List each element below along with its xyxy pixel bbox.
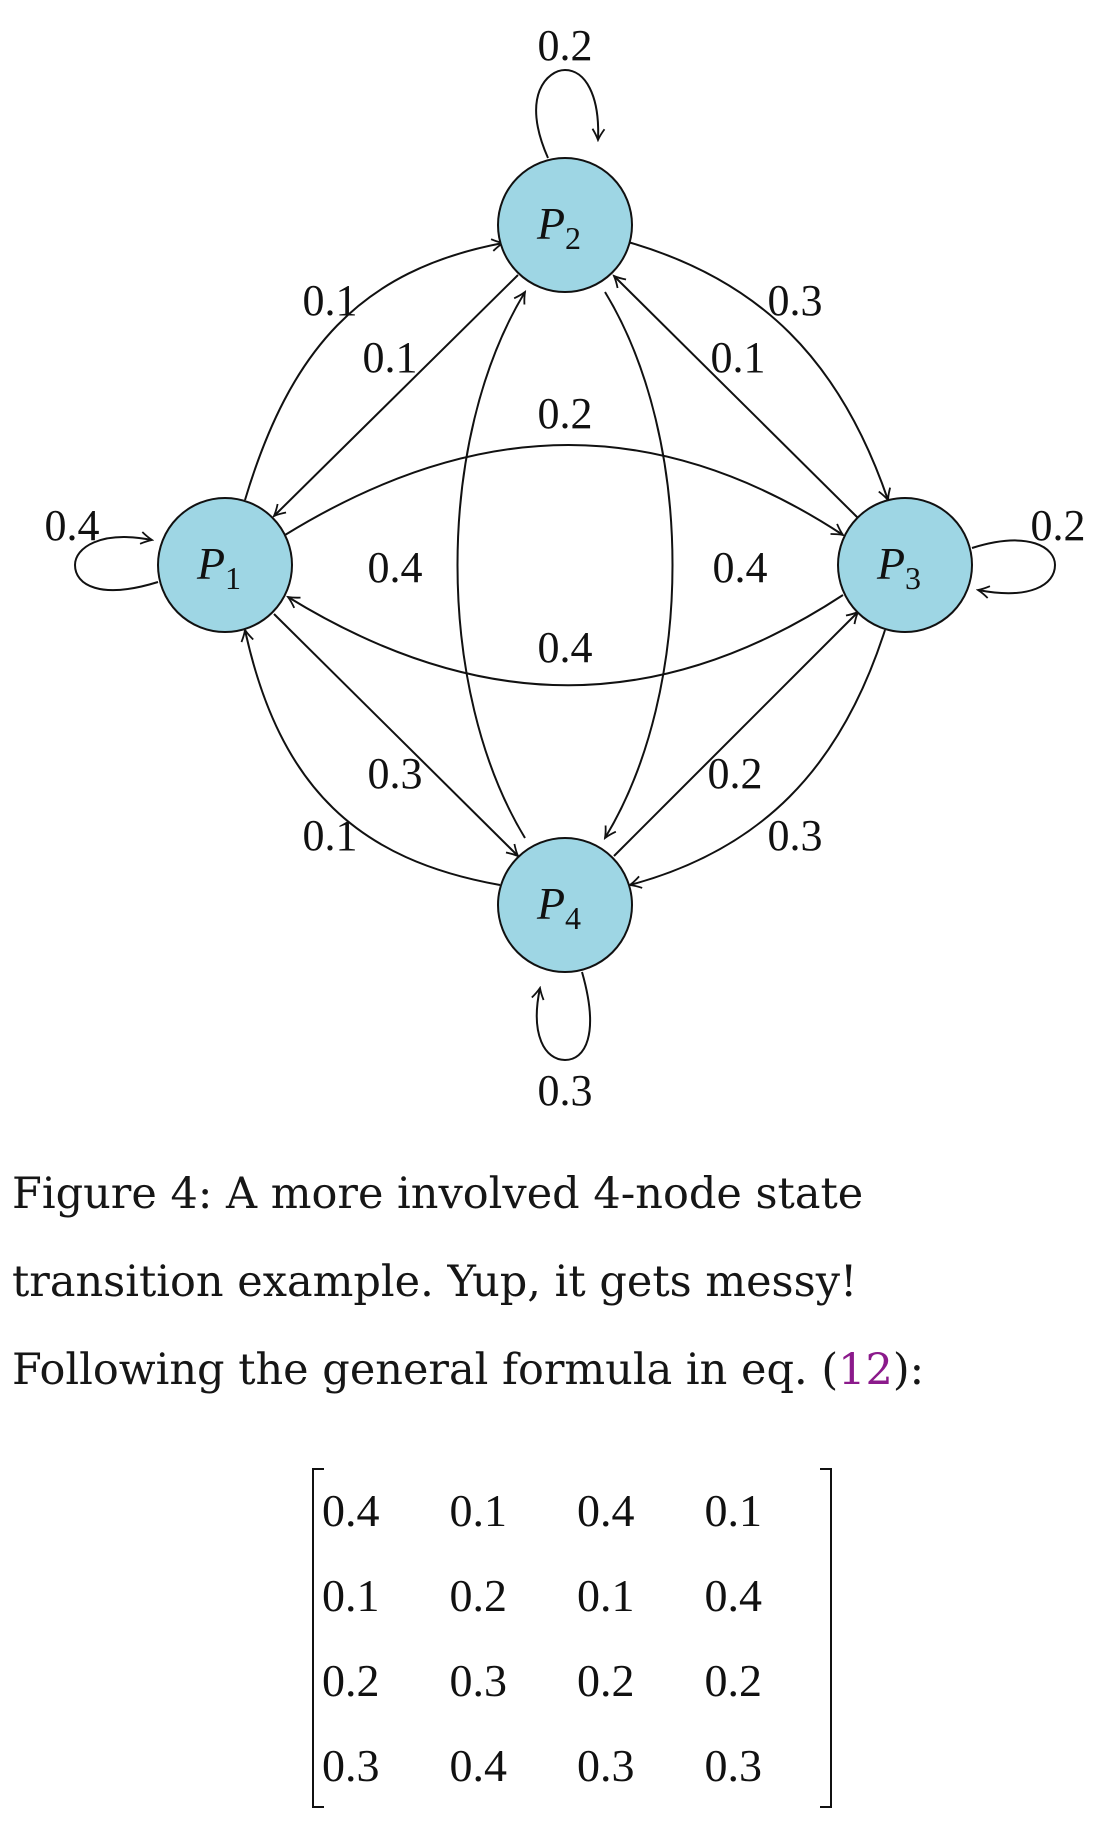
edge-p2-to-p4: [605, 291, 674, 838]
edge-p4-to-p3: [613, 612, 858, 857]
edge-p2-to-p3: [627, 241, 888, 500]
node-label-main: P: [876, 538, 905, 589]
edge-p4-to-p2: [456, 292, 526, 839]
edge-weight-p1-to-p4: 0.3: [368, 749, 423, 798]
matrix-row: 0.3 0.4 0.3 0.3: [322, 1723, 832, 1808]
matrix-right-bracket: [820, 1468, 832, 1808]
edge-weight-p3-to-p3: 0.2: [1031, 501, 1086, 550]
edge-weight-p1-to-p1: 0.4: [45, 501, 100, 550]
node-label: P2: [536, 198, 581, 256]
matrix-cell: 0.1: [322, 1570, 380, 1621]
matrix-cell: 0.3: [449, 1655, 508, 1706]
matrix-cell: 0.2: [704, 1655, 763, 1706]
edge-weight-p2-to-p1: 0.1: [363, 333, 418, 382]
matrix-cell: 0.2: [577, 1655, 635, 1706]
matrix-cell: 0.3: [577, 1740, 635, 1791]
caption-text-end: ):: [892, 1345, 925, 1395]
node-p3: P3: [837, 497, 973, 633]
matrix-cell: 0.4: [449, 1740, 508, 1791]
edge-p3-to-p1: [288, 594, 844, 687]
edge-weight-p2-to-p2: 0.2: [538, 21, 593, 70]
state-transition-diagram: 0.2 0.4 0.2 0.3 0.1 0.1 0.3 0.1 0.2 0.4 0.4 0.4 0.3 0…: [45, 21, 1086, 1115]
edge-p1-to-p4: [273, 613, 518, 856]
matrix-cell: 0.1: [577, 1570, 635, 1621]
edge-weight-p3-to-p2: 0.1: [711, 333, 766, 382]
caption-text: A more involved 4-node state transition …: [12, 1169, 864, 1395]
edge-p4-to-p4: [537, 971, 591, 1062]
edge-weight-p4-to-p2: 0.4: [368, 543, 423, 592]
edge-p1-to-p1: [73, 537, 159, 591]
matrix-table: 0.4 0.1 0.4 0.1 0.1 0.2 0.1 0.4 0.2 0.3 …: [322, 1468, 832, 1808]
edge-weight-p4-to-p3: 0.2: [708, 749, 763, 798]
node-circle: [157, 497, 293, 633]
equation-reference-link[interactable]: 12: [838, 1345, 893, 1395]
matrix-left-bracket: [312, 1468, 324, 1808]
node-circle: [497, 157, 633, 293]
node-label-subscript: 4: [565, 900, 581, 936]
matrix-cell: 0.1: [704, 1485, 763, 1536]
matrix-cell: 0.1: [449, 1485, 508, 1536]
matrix-row: 0.2 0.3 0.2 0.2: [322, 1638, 832, 1723]
matrix-row: 0.4 0.1 0.4 0.1: [322, 1468, 832, 1553]
matrix-cell: 0.3: [704, 1740, 763, 1791]
node-label-main: P: [196, 538, 225, 589]
caption-label: Figure 4:: [12, 1169, 213, 1219]
edge-p1-to-p2: [244, 243, 503, 501]
node-p4: P4: [497, 837, 633, 973]
edge-weight-p1-to-p3: 0.2: [538, 389, 593, 438]
node-label-subscript: 1: [225, 560, 241, 596]
edge-p4-to-p1: [245, 630, 501, 886]
edge-weight-p4-to-p4: 0.3: [538, 1066, 593, 1115]
matrix-cell: 0.4: [322, 1485, 380, 1536]
edge-weight-p2-to-p4: 0.4: [713, 543, 768, 592]
matrix-row: 0.1 0.2 0.1 0.4: [322, 1553, 832, 1638]
node-p1: P1: [157, 497, 293, 633]
edge-p3-to-p2: [614, 276, 859, 519]
node-label: P4: [536, 878, 581, 936]
diagram-svg: 0.20.4 0.20.30.10.10.30.10.20.40.4 0.40.30…: [45, 21, 1086, 1115]
edge-weight-p1-to-p2: 0.1: [303, 276, 358, 325]
matrix-cell: 0.2: [449, 1570, 508, 1621]
edge-p2-to-p2: [535, 68, 598, 159]
node-label: P1: [196, 538, 241, 596]
edge-weight-p2-to-p3: 0.3: [768, 276, 823, 325]
node-label-subscript: 3: [905, 560, 921, 596]
matrix-cell: 0.4: [704, 1570, 763, 1621]
transition-matrix: 0.4 0.1 0.4 0.1 0.1 0.2 0.1 0.4 0.2 0.3 …: [312, 1468, 832, 1808]
edge-p1-to-p3: [284, 444, 843, 535]
node-circle: [837, 497, 973, 633]
node-p2: P2: [497, 157, 633, 293]
node-circle: [497, 837, 633, 973]
figure-caption: Figure 4: A more involved 4-node state t…: [12, 1150, 1072, 1414]
edge-p3-to-p3: [971, 539, 1057, 594]
edge-weight-p4-to-p1: 0.1: [303, 811, 358, 860]
edge-weight-p3-to-p4: 0.3: [768, 811, 823, 860]
matrix-cell: 0.3: [322, 1740, 380, 1791]
node-label-subscript: 2: [565, 220, 581, 256]
caption-paragraph: Figure 4: A more involved 4-node state t…: [12, 1150, 1072, 1414]
matrix-cell: 0.2: [322, 1655, 380, 1706]
node-label-main: P: [536, 198, 565, 249]
matrix-cell: 0.4: [577, 1485, 635, 1536]
node-label-main: P: [536, 878, 565, 929]
edge-weight-p3-to-p1: 0.4: [538, 623, 593, 672]
edge-p2-to-p1: [274, 274, 519, 516]
edge-p3-to-p4: [630, 629, 886, 885]
node-label: P3: [876, 538, 921, 596]
